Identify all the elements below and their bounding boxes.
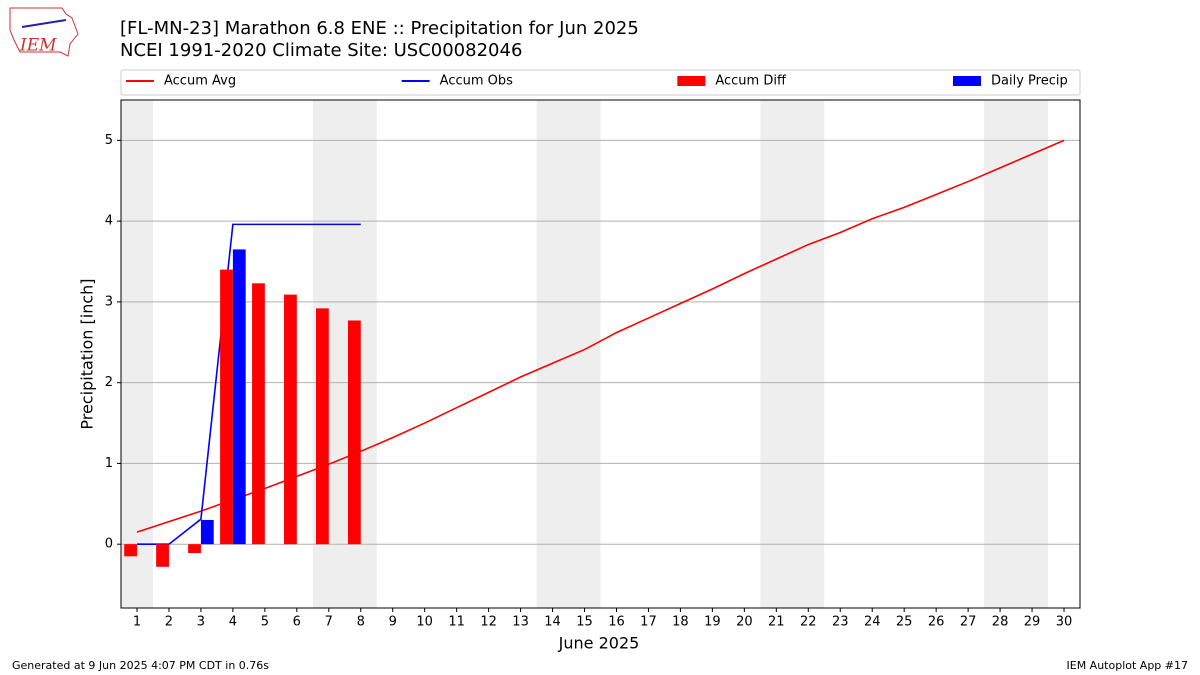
- y-tick-label: 5: [105, 133, 113, 148]
- legend-box: [120, 69, 1081, 96]
- x-tick-label: 1: [133, 615, 141, 630]
- chart-subtitle: NCEI 1991-2020 Climate Site: USC00082046: [120, 40, 522, 61]
- x-tick-label: 27: [960, 615, 977, 630]
- logo-line: [21, 19, 67, 28]
- x-tick-label: 4: [229, 615, 237, 630]
- legend-label: Accum Obs: [440, 74, 513, 89]
- weekend-shade: [536, 100, 601, 608]
- weekend-shade: [984, 100, 1049, 608]
- x-tick-label: 18: [672, 615, 689, 630]
- bar: [232, 249, 246, 545]
- x-tick-label: 20: [736, 615, 753, 630]
- x-axis-label: June 2025: [558, 634, 640, 653]
- bar: [284, 294, 297, 545]
- x-tick-label: 5: [261, 615, 269, 630]
- y-tick-label: 2: [105, 375, 113, 390]
- bar: [252, 283, 265, 545]
- y-tick-label: 1: [105, 456, 113, 471]
- x-tick-label: 16: [608, 615, 625, 630]
- x-tick-label: 23: [832, 615, 849, 630]
- y-tick-label: 0: [105, 537, 113, 552]
- x-tick-label: 9: [389, 615, 397, 630]
- x-tick-label: 26: [928, 615, 945, 630]
- y-axis-label: Precipitation [inch]: [78, 278, 97, 429]
- x-tick-label: 28: [992, 615, 1009, 630]
- bar: [200, 519, 214, 545]
- x-tick-label: 21: [768, 615, 785, 630]
- y-tick-label: 3: [105, 294, 113, 309]
- bar: [315, 308, 329, 545]
- x-tick-label: 17: [640, 615, 657, 630]
- legend-swatch: [953, 76, 981, 86]
- legend-label: Accum Diff: [715, 74, 787, 89]
- footer-left: Generated at 9 Jun 2025 4:07 PM CDT in 0…: [12, 659, 269, 672]
- x-tick-label: 8: [357, 615, 365, 630]
- weekend-shade: [121, 100, 153, 608]
- bar: [188, 544, 201, 554]
- legend-swatch: [677, 76, 706, 86]
- x-tick-label: 12: [480, 615, 497, 630]
- x-tick-label: 14: [544, 615, 561, 630]
- bar: [220, 269, 233, 545]
- x-tick-label: 19: [704, 615, 721, 630]
- x-tick-label: 2: [165, 615, 173, 630]
- bar: [124, 544, 137, 557]
- x-tick-label: 10: [416, 615, 433, 630]
- bar: [156, 544, 169, 567]
- x-tick-label: 22: [800, 615, 817, 630]
- x-tick-label: 24: [864, 615, 881, 630]
- bar: [347, 320, 361, 545]
- x-tick-label: 13: [512, 615, 529, 630]
- line: [136, 223, 361, 545]
- chart-title: [FL-MN-23] Marathon 6.8 ENE :: Precipita…: [120, 18, 639, 39]
- legend-label: Accum Avg: [164, 74, 236, 89]
- footer-right: IEM Autoplot App #17: [1067, 659, 1189, 672]
- plot-frame: [120, 99, 1081, 609]
- x-tick-label: 25: [896, 615, 913, 630]
- x-tick-label: 29: [1024, 615, 1041, 630]
- x-tick-label: 3: [197, 615, 205, 630]
- x-tick-label: 11: [448, 615, 465, 630]
- legend-label: Daily Precip: [991, 74, 1068, 89]
- logo: IEM: [9, 7, 79, 57]
- x-tick-label: 30: [1056, 615, 1073, 630]
- x-tick-label: 6: [293, 615, 301, 630]
- x-tick-label: 15: [576, 615, 593, 630]
- y-tick-label: 4: [105, 214, 113, 229]
- x-tick-label: 7: [325, 615, 333, 630]
- weekend-shade: [760, 100, 825, 608]
- logo-text: IEM: [19, 36, 57, 56]
